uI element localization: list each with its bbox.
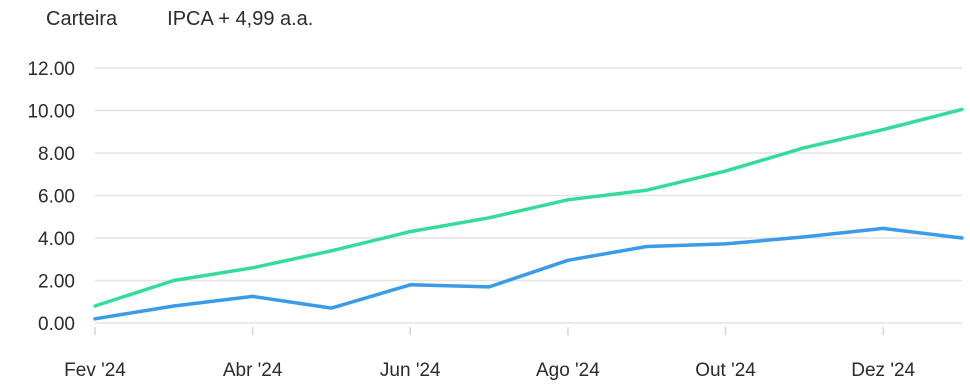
- x-tick-label: Out '24: [695, 360, 756, 381]
- x-tick-label: Abr '24: [223, 360, 283, 381]
- legend-item-ipca[interactable]: IPCA + 4,99 a.a.: [167, 8, 314, 30]
- series-line-ipca: [93, 107, 964, 308]
- y-tick-label: 12.00: [27, 59, 75, 80]
- x-tick-label: Fev '24: [64, 360, 126, 381]
- y-tick-label: 10.00: [27, 102, 75, 123]
- x-tick-label: Jun '24: [380, 360, 441, 381]
- y-tick-label: 0.00: [38, 314, 75, 335]
- y-tick-label: 6.00: [38, 187, 75, 208]
- x-tick-label: Ago '24: [536, 360, 600, 381]
- legend-item-carteira[interactable]: Carteira: [46, 8, 118, 30]
- series-line-carteira: [93, 226, 964, 321]
- y-tick-label: 8.00: [38, 144, 75, 165]
- y-tick-label: 2.00: [38, 272, 75, 293]
- legend: Carteira IPCA + 4,99 a.a.: [46, 8, 313, 31]
- y-tick-label: 4.00: [38, 229, 75, 250]
- x-tick-label: Dez '24: [851, 360, 915, 381]
